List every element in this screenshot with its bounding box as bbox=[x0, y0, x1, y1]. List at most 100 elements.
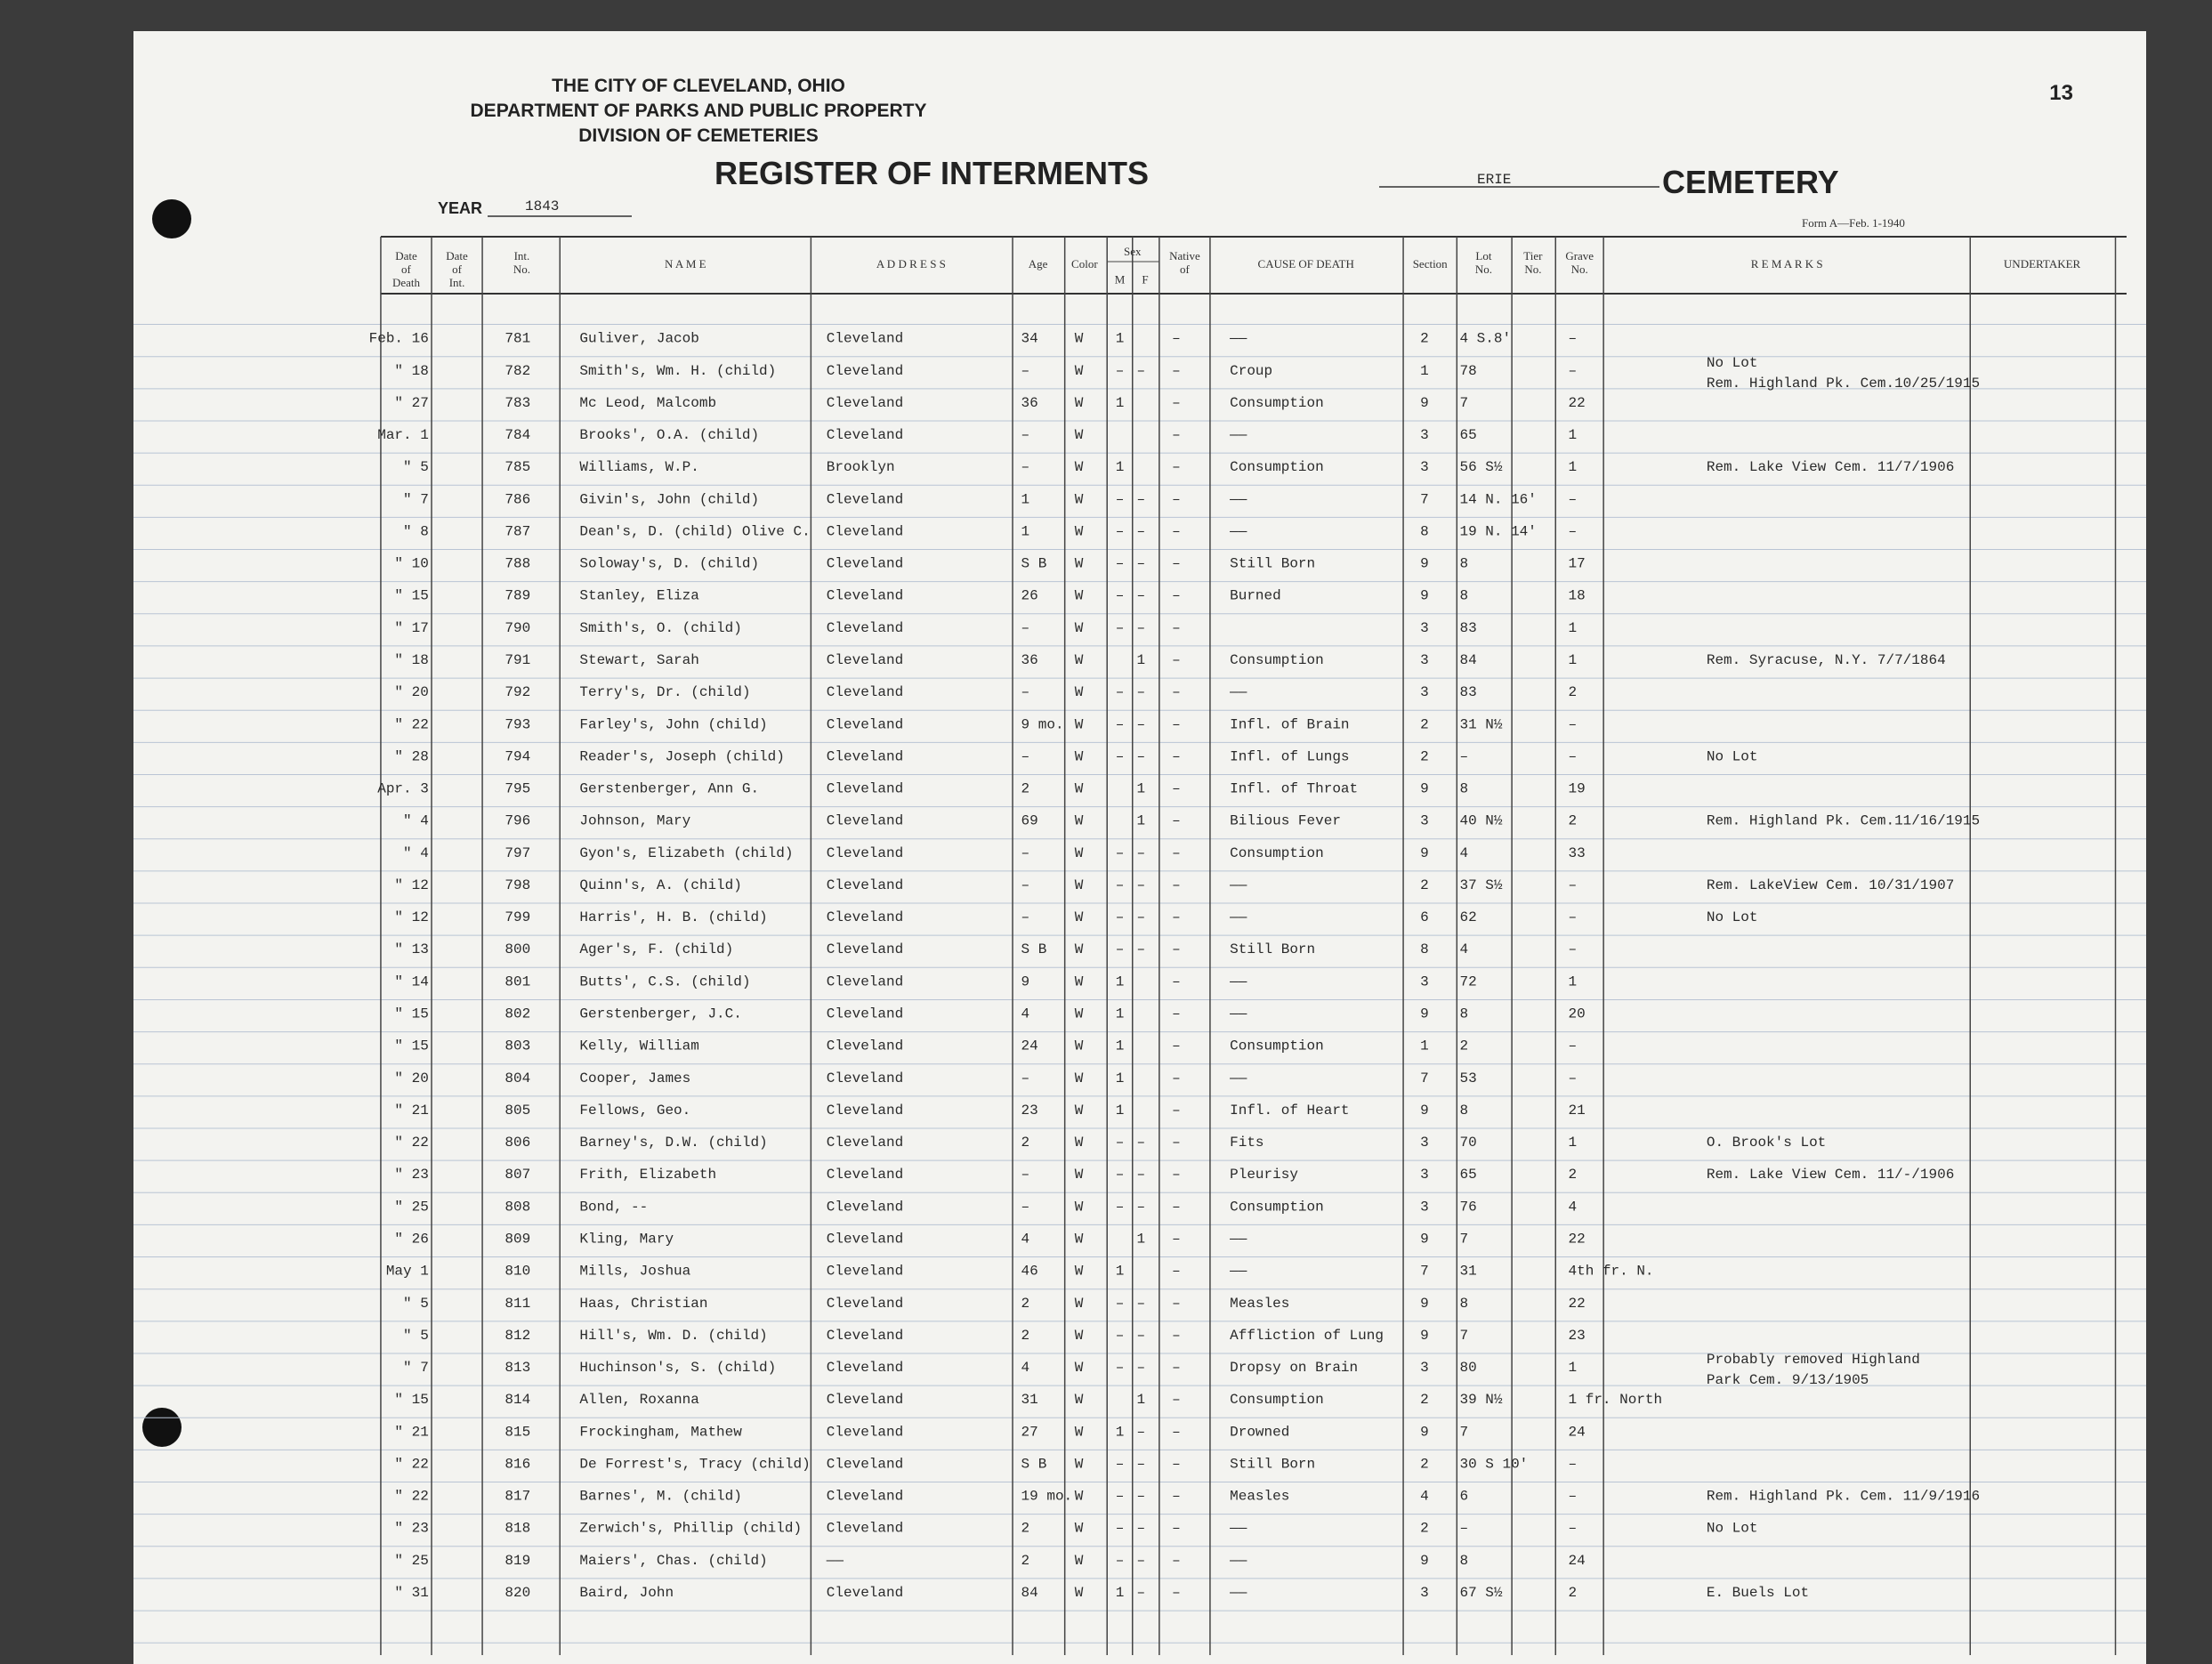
lot-no: 8 bbox=[1459, 781, 1468, 797]
date: " 15 bbox=[394, 1006, 428, 1022]
age: 36 bbox=[1021, 652, 1038, 668]
color: W bbox=[1075, 363, 1084, 379]
cause-of-death: Bilious Fever bbox=[1230, 813, 1341, 829]
address: Cleveland bbox=[827, 620, 903, 636]
cause-of-death: Still Born bbox=[1230, 1456, 1315, 1472]
column-header: Tier No. bbox=[1523, 249, 1543, 276]
int-no: 819 bbox=[505, 1553, 530, 1569]
int-no: 789 bbox=[505, 588, 530, 604]
name: Mills, Joshua bbox=[579, 1264, 690, 1280]
remark: Rem. Highland Pk. Cem. 11/9/1916 bbox=[1707, 1489, 1980, 1505]
color: W bbox=[1075, 1231, 1084, 1247]
sex-m: – bbox=[1116, 1167, 1125, 1183]
title: REGISTER OF INTERMENTS bbox=[714, 155, 1149, 191]
remark: Probably removed Highland bbox=[1707, 1352, 1920, 1368]
section: 9 bbox=[1420, 781, 1429, 797]
lot-no: 53 bbox=[1459, 1070, 1476, 1086]
cause-of-death: —— bbox=[1229, 1264, 1247, 1280]
name: Bond, -- bbox=[579, 1199, 648, 1215]
date: Apr. 3 bbox=[377, 781, 429, 797]
sex-m: 1 bbox=[1116, 395, 1125, 411]
address: Brooklyn bbox=[827, 459, 895, 475]
lot-no: 83 bbox=[1459, 684, 1476, 700]
color: W bbox=[1075, 459, 1084, 475]
color: W bbox=[1075, 1038, 1084, 1054]
native-of: – bbox=[1172, 716, 1181, 732]
int-no: 786 bbox=[505, 491, 530, 507]
section: 2 bbox=[1420, 877, 1429, 893]
column-header: Lot No. bbox=[1475, 249, 1492, 276]
address: Cleveland bbox=[827, 363, 903, 379]
name: Reader's, Joseph (child) bbox=[579, 748, 784, 764]
date: " 5 bbox=[403, 1328, 429, 1344]
lot-no: 8 bbox=[1459, 1103, 1468, 1119]
paper bbox=[133, 31, 2146, 1664]
sex-m: – bbox=[1116, 363, 1125, 379]
grave-no: 1 fr. North bbox=[1569, 1392, 1663, 1408]
cause-of-death: Dropsy on Brain bbox=[1230, 1360, 1358, 1376]
name: Smith's, Wm. H. (child) bbox=[579, 363, 776, 379]
color: W bbox=[1075, 1424, 1084, 1440]
color: W bbox=[1075, 1489, 1084, 1505]
int-no: 792 bbox=[505, 684, 530, 700]
native-of: – bbox=[1172, 1456, 1181, 1472]
lot-no: 56 S½ bbox=[1459, 459, 1502, 475]
sex-m: – bbox=[1116, 748, 1125, 764]
grave-no: – bbox=[1569, 523, 1578, 539]
cause-of-death: —— bbox=[1229, 877, 1247, 893]
sex-f: 1 bbox=[1137, 813, 1146, 829]
name: Zerwich's, Phillip (child) bbox=[579, 1521, 802, 1537]
remark: Rem. Lake View Cem. 11/-/1906 bbox=[1707, 1167, 1954, 1183]
name: Fellows, Geo. bbox=[579, 1103, 690, 1119]
lot-no: 37 S½ bbox=[1459, 877, 1502, 893]
age: S B bbox=[1021, 556, 1047, 572]
sex-m: – bbox=[1116, 1521, 1125, 1537]
color: W bbox=[1075, 620, 1084, 636]
column-header: R E M A R K S bbox=[1751, 257, 1823, 271]
color: W bbox=[1075, 684, 1084, 700]
sex-m: 1 bbox=[1116, 331, 1125, 347]
age: S B bbox=[1021, 1456, 1047, 1472]
int-no: 806 bbox=[505, 1135, 530, 1151]
int-no: 796 bbox=[505, 813, 530, 829]
lot-no: 8 bbox=[1459, 588, 1468, 604]
sex-f: – bbox=[1137, 1424, 1146, 1440]
date: " 26 bbox=[394, 1231, 428, 1247]
date: " 10 bbox=[394, 556, 428, 572]
color: W bbox=[1075, 1360, 1084, 1376]
age: – bbox=[1021, 748, 1030, 764]
section: 9 bbox=[1420, 1553, 1429, 1569]
color: W bbox=[1075, 395, 1084, 411]
cause-of-death: —— bbox=[1229, 331, 1247, 347]
age: – bbox=[1021, 427, 1030, 443]
name: Butts', C.S. (child) bbox=[579, 973, 750, 990]
address: Cleveland bbox=[827, 781, 903, 797]
cause-of-death: —— bbox=[1229, 1585, 1247, 1601]
age: 27 bbox=[1021, 1424, 1038, 1440]
color: W bbox=[1075, 1103, 1084, 1119]
cause-of-death: Infl. of Lungs bbox=[1230, 748, 1349, 764]
sex-f: – bbox=[1137, 877, 1146, 893]
color: W bbox=[1075, 1264, 1084, 1280]
lot-no: – bbox=[1459, 1521, 1468, 1537]
native-of: – bbox=[1172, 1585, 1181, 1601]
native-of: – bbox=[1172, 1038, 1181, 1054]
age: 2 bbox=[1021, 1553, 1030, 1569]
age: 36 bbox=[1021, 395, 1038, 411]
lot-no: 65 bbox=[1459, 427, 1476, 443]
sex-m: 1 bbox=[1116, 973, 1125, 990]
grave-no: 2 bbox=[1569, 684, 1578, 700]
cause-of-death: —— bbox=[1229, 1006, 1247, 1022]
section: 9 bbox=[1420, 1424, 1429, 1440]
grave-no: – bbox=[1569, 716, 1578, 732]
lot-no: 4 S.8' bbox=[1459, 331, 1511, 347]
native-of: – bbox=[1172, 941, 1181, 957]
age: 9 bbox=[1021, 973, 1030, 990]
date: " 17 bbox=[394, 620, 428, 636]
sex-m: – bbox=[1116, 941, 1125, 957]
color: W bbox=[1075, 1553, 1084, 1569]
native-of: – bbox=[1172, 1489, 1181, 1505]
grave-no: 23 bbox=[1569, 1328, 1586, 1344]
cause-of-death: —— bbox=[1229, 523, 1247, 539]
lot-no: 8 bbox=[1459, 1553, 1468, 1569]
